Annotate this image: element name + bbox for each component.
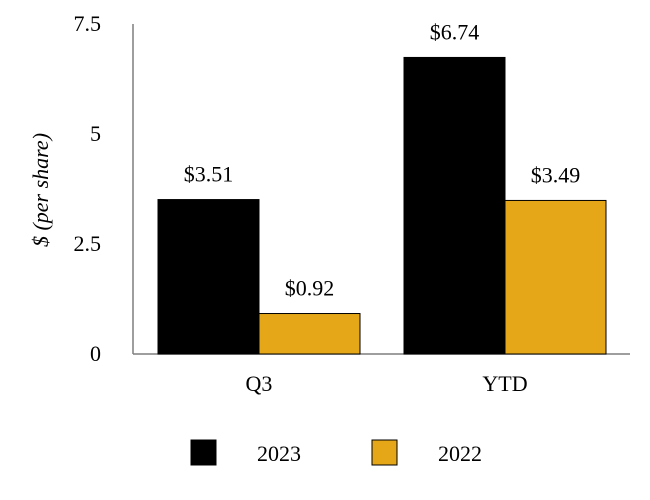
bar-2022-YTD: [504, 199, 607, 355]
y-axis-title: $ (per share): [28, 133, 53, 247]
y-tick-label: 5: [90, 121, 101, 146]
x-tick-label: Q3: [246, 371, 273, 396]
chart-data-labels: $3.51 $0.92 $6.74 $3.49: [184, 19, 581, 300]
bar-2023-Q3: [157, 199, 260, 355]
chart-axes: 0 2.5 5 7.5 $ (per share) Q3 YTD: [28, 11, 630, 396]
y-tick-label: 2.5: [74, 231, 102, 256]
legend-swatch-2023: [190, 439, 217, 466]
data-label: $6.74: [430, 19, 480, 44]
data-label: $0.92: [285, 276, 335, 301]
bar-2023-YTD: [403, 56, 506, 355]
x-tick-label: YTD: [482, 371, 527, 396]
y-tick-label: 7.5: [74, 11, 102, 36]
legend-swatch-2022: [371, 439, 398, 466]
chart-bars: [157, 56, 607, 355]
chart-legend: 2023 2022: [190, 439, 482, 466]
data-label: $3.51: [184, 162, 234, 187]
legend-label: 2023: [257, 441, 301, 466]
legend-label: 2022: [438, 441, 482, 466]
bar-2022-Q3: [258, 313, 361, 355]
data-label: $3.49: [531, 162, 581, 187]
y-tick-label: 0: [90, 341, 101, 366]
